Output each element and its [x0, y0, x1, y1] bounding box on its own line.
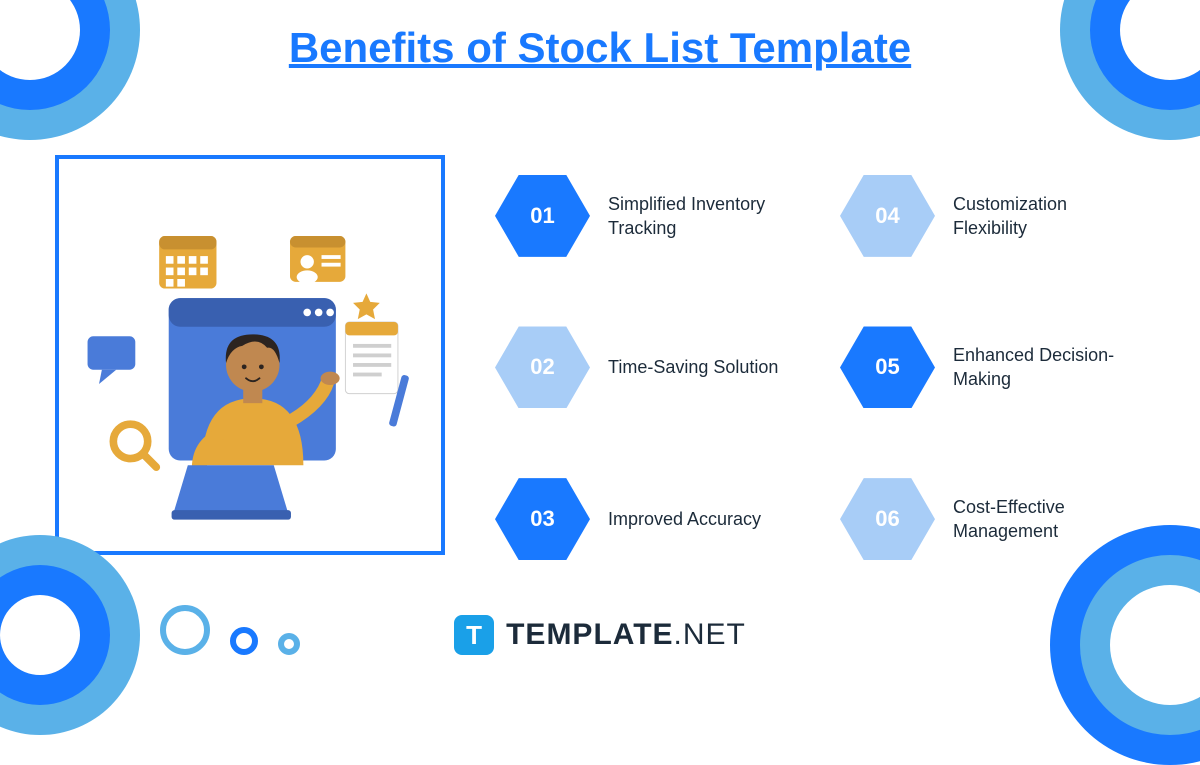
footer-branding: T TEMPLATE.NET	[0, 615, 1200, 655]
magnifier-icon	[113, 424, 156, 467]
hexagon-badge: 06	[840, 478, 935, 560]
benefit-item: 06 Cost-Effective Management	[840, 458, 1145, 580]
hexagon-badge: 01	[495, 175, 590, 257]
document-icon	[345, 322, 398, 394]
hexagon-badge: 05	[840, 326, 935, 408]
calendar-icon	[159, 236, 216, 289]
benefit-label: Simplified Inventory Tracking	[608, 192, 788, 241]
id-card-icon	[290, 236, 345, 284]
benefit-label: Enhanced Decision-Making	[953, 343, 1133, 392]
logo-icon: T	[454, 615, 494, 655]
benefits-grid: 01 Simplified Inventory Tracking 04 Cust…	[495, 155, 1145, 580]
benefit-item: 05 Enhanced Decision-Making	[840, 307, 1145, 429]
star-icon	[353, 293, 380, 319]
illustration-panel	[55, 155, 445, 555]
laptop	[172, 465, 291, 519]
benefit-item: 02 Time-Saving Solution	[495, 307, 800, 429]
page-title: Benefits of Stock List Template	[0, 22, 1200, 75]
hexagon-badge: 02	[495, 326, 590, 408]
chat-icon	[88, 336, 136, 384]
benefit-item: 01 Simplified Inventory Tracking	[495, 155, 800, 277]
benefit-label: Time-Saving Solution	[608, 355, 778, 379]
hexagon-badge: 03	[495, 478, 590, 560]
benefit-label: Improved Accuracy	[608, 507, 761, 531]
benefit-label: Cost-Effective Management	[953, 495, 1133, 544]
benefit-label: Customization Flexibility	[953, 192, 1133, 241]
benefit-item: 03 Improved Accuracy	[495, 458, 800, 580]
brand-text: TEMPLATE.NET	[506, 618, 746, 652]
person-at-laptop-illustration	[78, 179, 422, 532]
benefit-item: 04 Customization Flexibility	[840, 155, 1145, 277]
hexagon-badge: 04	[840, 175, 935, 257]
